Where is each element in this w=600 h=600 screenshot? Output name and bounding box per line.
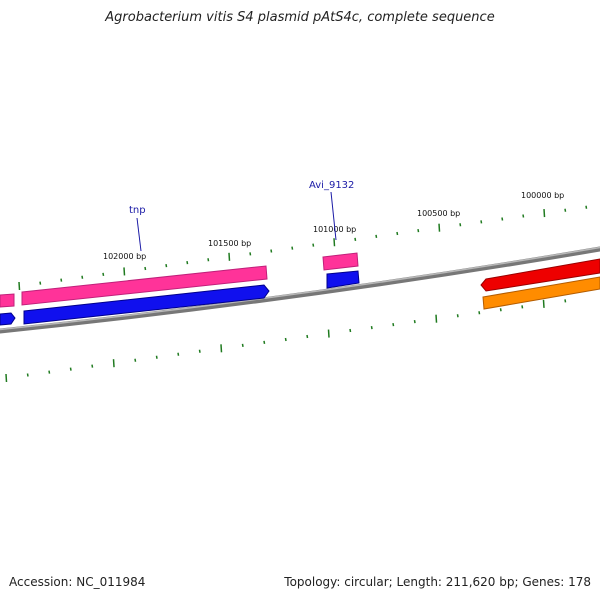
plasmid-backbone [0,246,600,334]
accession-text: Accession: NC_011984 [9,575,146,589]
outer-scale-tick [123,267,126,276]
map-title: Agrobacterium vitis S4 plasmid pAtS4c, c… [105,10,495,25]
inner-scale-tick [69,367,72,371]
inner-scale-tick [284,337,287,342]
outer-scale-tick [375,234,378,239]
inner-scale-tick [241,343,244,348]
outer-scale-tick [585,205,588,209]
gene-feature-pink-tnp[interactable] [21,265,268,306]
inner-scale-tick [263,340,266,345]
outer-scale-tick [564,208,567,212]
gene-feature-orange[interactable] [482,276,600,310]
gene-feature-pink-1[interactable] [0,293,15,308]
inner-scale-tick [349,328,352,333]
outer-scale-tick [354,237,357,241]
inner-scale-tick [392,322,395,327]
outer-scale-tick [543,209,546,218]
inner-scale-tick [155,355,158,359]
outer-scale-tick [81,275,84,279]
inner-scale-tick [112,359,115,368]
outer-scale-tick [18,281,21,291]
outer-scale-tick [102,272,105,276]
inner-scale-tick [220,344,223,353]
gene-label-tnp-line [136,217,142,252]
outer-scale-tick [459,223,462,227]
outer-scale-tick [522,214,525,218]
outer-scale-tick [186,261,189,265]
inner-scale-tick [370,325,373,330]
inner-scale-tick [542,299,545,308]
scale-label-100500: 100500 bp [417,209,460,218]
inner-scale-tick [327,329,330,338]
scale-label-101500: 101500 bp [208,239,251,248]
inner-scale-tick [478,311,481,315]
outer-scale-tick [480,220,483,224]
outer-scale-tick [501,217,504,221]
outer-scale-tick [270,249,273,253]
inner-scale-tick [306,334,309,339]
outer-scale-tick [144,266,147,271]
inner-scale-tick [177,352,180,356]
inner-scale-tick [5,373,8,383]
inner-scale-tick [435,314,438,323]
gene-feature-pink-avi-9132[interactable] [322,252,359,271]
topology-summary: Topology: circular; Length: 211,620 bp; … [284,575,591,589]
outer-scale-tick [333,238,336,247]
inner-scale-tick [91,364,94,368]
inner-scale-ticks [5,299,567,383]
gene-feature-blue-2[interactable] [23,284,270,325]
outer-scale-tick [417,228,420,233]
inner-scale-tick [521,305,524,309]
outer-scale-tick [249,252,252,256]
scale-label-102000: 102000 bp [103,252,146,261]
inner-scale-tick [198,349,201,353]
inner-scale-tick [564,299,567,303]
inner-scale-tick [499,308,502,312]
outer-scale-tick [312,243,315,247]
outer-scale-ticks [18,205,588,291]
scale-label-100000: 100000 bp [521,191,564,200]
gene-feature-red[interactable] [480,258,600,292]
outer-scale-tick [438,223,441,232]
outer-scale-tick [396,231,399,236]
outer-scale-tick [291,246,294,250]
outer-scale-tick [39,281,42,285]
gene-label-tnp[interactable]: tnp [129,205,146,216]
gene-label-avi-9132-line [330,191,337,241]
plasmid-backbone-highlight [0,246,600,331]
inner-scale-tick [413,320,416,324]
inner-scale-tick [26,373,29,377]
outer-scale-tick [165,263,168,268]
inner-scale-tick [48,370,51,374]
gene-label-avi-9132[interactable]: Avi_9132 [309,180,354,191]
gene-feature-blue-1[interactable] [0,312,16,326]
outer-scale-tick [207,258,210,262]
outer-scale-tick [228,252,231,261]
gene-feature-blue-3[interactable] [326,270,360,289]
inner-scale-tick [134,358,137,362]
outer-scale-tick [60,278,63,282]
inner-scale-tick [456,314,459,318]
